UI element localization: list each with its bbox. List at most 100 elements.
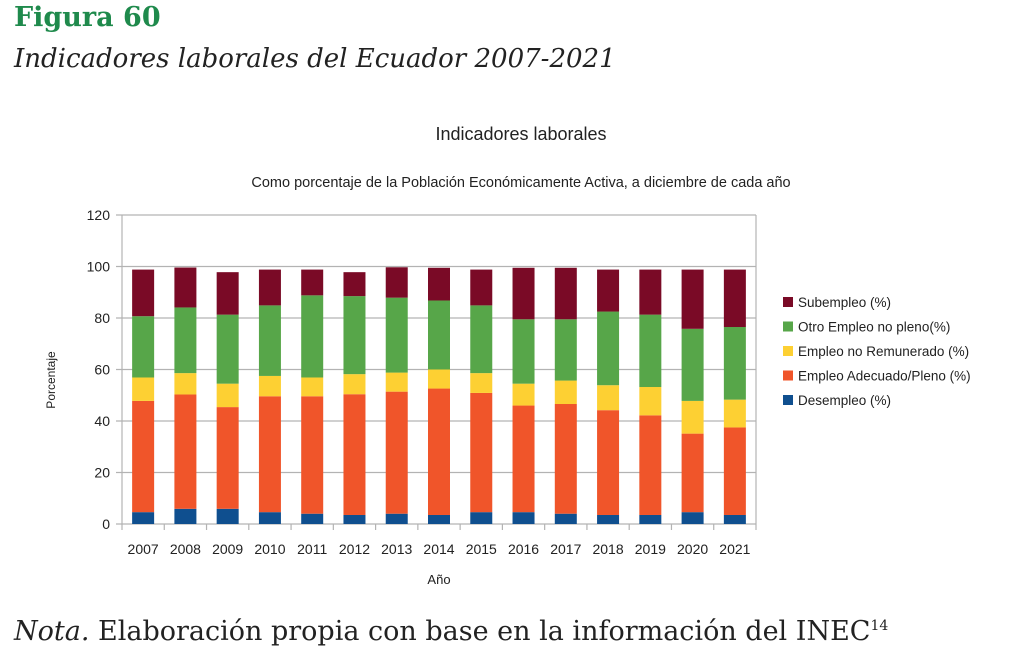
y-tick-label: 0	[102, 516, 110, 532]
x-tick-label: 2019	[635, 541, 666, 557]
bar-segment	[428, 369, 450, 389]
bar-segment	[554, 404, 577, 514]
figure-title: Indicadores laborales del Ecuador 2007-2…	[14, 44, 616, 74]
bar-segment	[258, 269, 281, 306]
bar-segment	[512, 267, 535, 320]
bar-segment	[470, 512, 493, 524]
bar-segment	[681, 269, 704, 329]
bar-segment	[512, 405, 535, 513]
bar-segment	[216, 272, 239, 315]
x-tick-label: 2008	[170, 541, 201, 557]
bar-segment	[470, 392, 493, 513]
bar-segment	[428, 300, 450, 370]
bar-segment	[639, 514, 662, 524]
bar-segment	[639, 415, 662, 515]
bar-segment	[258, 375, 281, 397]
legend-swatch	[783, 346, 793, 356]
bar-segment	[343, 514, 366, 524]
bar-segment	[301, 269, 324, 296]
bar-segment	[512, 512, 535, 524]
bar-segment	[428, 267, 450, 301]
x-axis-label: Año	[427, 572, 450, 587]
x-tick-label: 2011	[297, 541, 327, 557]
legend-label: Empleo no Remunerado (%)	[798, 344, 969, 359]
legend: Subempleo (%) Otro Empleo no pleno(%) Empl…	[783, 295, 971, 408]
note-footnote-ref: 14	[870, 618, 889, 634]
y-tick-label: 60	[94, 362, 110, 378]
bar-segment	[385, 513, 408, 524]
bar-segment	[428, 514, 450, 524]
bar-segment	[723, 514, 746, 524]
bar-segment	[301, 377, 324, 397]
bar-segment	[428, 388, 450, 515]
legend-label: Subempleo (%)	[798, 295, 891, 310]
x-tick-label: 2016	[508, 541, 539, 557]
bar-segment	[470, 373, 493, 393]
x-tick-label: 2018	[592, 541, 623, 557]
y-axis-ticks: 0 20 40 60 80 100 120	[87, 207, 111, 532]
bar-segment	[723, 427, 746, 515]
bar-segment	[343, 296, 366, 375]
bar-segment	[723, 327, 746, 400]
bar-segment	[723, 269, 746, 328]
bar-segment	[723, 399, 746, 428]
x-tick-label: 2013	[381, 541, 412, 557]
figure-label: Figura 60	[14, 2, 161, 33]
bar-segment	[597, 385, 620, 411]
y-axis-label: Porcentaje	[44, 351, 58, 409]
bar-segment	[554, 380, 577, 405]
bar-segment	[512, 383, 535, 406]
bar-segment	[132, 269, 155, 317]
legend-swatch	[783, 321, 793, 332]
legend-label: Empleo Adecuado/Pleno (%)	[798, 369, 971, 384]
bar-segment	[681, 433, 704, 513]
bar-segment	[681, 512, 704, 524]
bar-segment	[216, 508, 239, 524]
bar-segment	[470, 269, 493, 306]
y-tick-label: 40	[94, 413, 110, 429]
bar-segment	[343, 394, 366, 515]
x-tick-label: 2007	[128, 541, 159, 557]
bar-segment	[385, 372, 408, 392]
bar-segment	[216, 383, 239, 408]
x-axis-ticks: 2007 2008 2009 2010 2011 2012 2013 2014 2015 2016…	[128, 541, 751, 557]
x-tick-label: 2017	[550, 541, 581, 557]
y-tick-label: 20	[94, 465, 110, 481]
y-tick-label: 100	[87, 259, 111, 275]
bar-segment	[597, 410, 620, 515]
bar-segment	[301, 513, 324, 524]
bar-segment	[597, 311, 620, 386]
bar-segment	[258, 512, 281, 524]
bar-segment	[132, 512, 155, 524]
bar-segment	[385, 267, 408, 298]
bar-segment	[639, 314, 662, 388]
y-tick-label: 80	[94, 310, 110, 326]
x-tick-label: 2021	[719, 541, 750, 557]
note-text: Elaboración propia con base en la inform…	[89, 616, 871, 647]
bar-segment	[174, 394, 197, 509]
bar-segment	[174, 508, 197, 524]
x-tick-label: 2010	[254, 541, 285, 557]
bar-segment	[554, 267, 577, 320]
bar-segment	[174, 373, 197, 395]
x-tick-label: 2014	[423, 541, 454, 557]
x-tick-label: 2009	[212, 541, 243, 557]
bar-segment	[681, 400, 704, 434]
bar-segment	[597, 269, 620, 312]
bar-segment	[216, 314, 239, 384]
bar-segment	[174, 307, 197, 374]
legend-swatch	[783, 297, 793, 307]
bar-segment	[554, 319, 577, 381]
bar-segment	[301, 396, 324, 514]
bar-segment	[216, 407, 239, 509]
bars	[132, 267, 746, 524]
bar-segment	[343, 272, 366, 297]
bar-segment	[385, 297, 408, 373]
legend-label: Otro Empleo no pleno(%)	[798, 320, 950, 335]
bar-segment	[639, 387, 662, 416]
bar-segment	[343, 374, 366, 395]
chart-subtitle: Como porcentaje de la Población Económic…	[251, 175, 790, 191]
bar-segment	[512, 319, 535, 384]
y-tick-label: 120	[87, 207, 111, 223]
